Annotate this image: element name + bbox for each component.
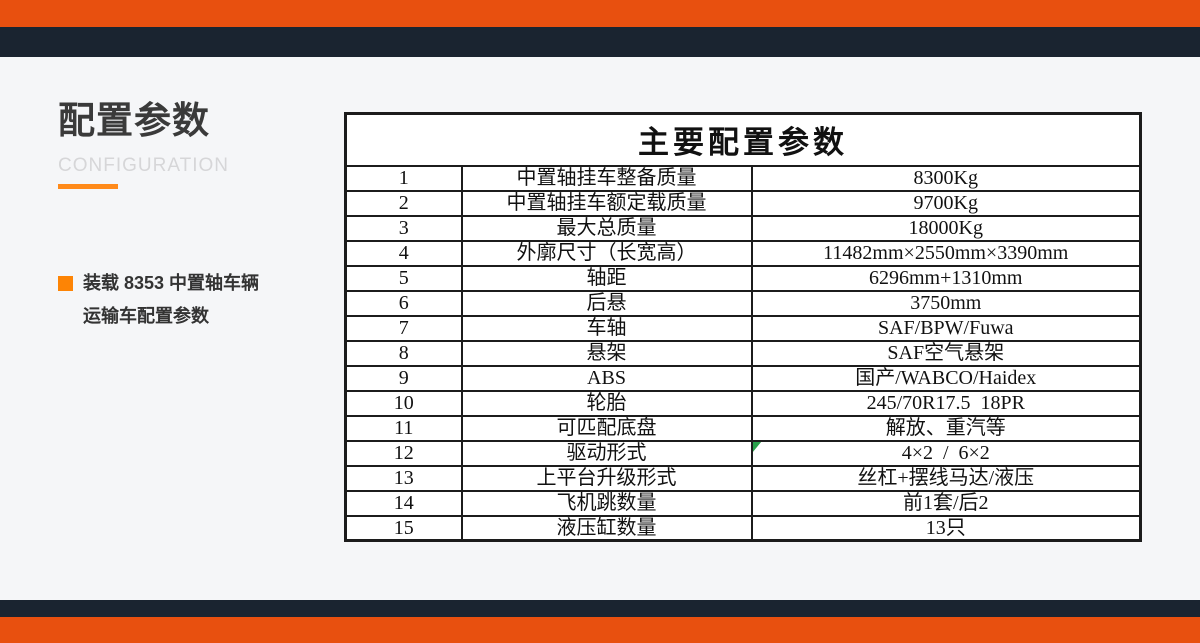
section-heading: 配置参数 CONFIGURATION (58, 102, 229, 189)
table-row: 2 中置轴挂车额定载质量 9700Kg (344, 189, 1142, 217)
param-name-cell: 后悬 (460, 289, 753, 317)
param-value-cell: 18000Kg (750, 214, 1142, 242)
param-value-cell: 国产/WABCO/Haidex (750, 364, 1142, 392)
table-row: 13 上平台升级形式 丝杠+摆线马达/液压 (344, 464, 1142, 492)
table-row: 9 ABS 国产/WABCO/Haidex (344, 364, 1142, 392)
row-no-cell: 12 (344, 439, 463, 467)
param-value-cell: 解放、重汽等 (750, 414, 1142, 442)
bullet-square-icon (58, 276, 73, 291)
row-no-cell: 15 (344, 514, 463, 542)
param-name-cell: ABS (460, 364, 753, 392)
table-row: 7 车轴 SAF/BPW/Fuwa (344, 314, 1142, 342)
row-no-cell: 13 (344, 464, 463, 492)
table-row: 11 可匹配底盘 解放、重汽等 (344, 414, 1142, 442)
page-subtitle: CONFIGURATION (58, 155, 229, 176)
param-value-text: 4×2 / 6×2 (901, 442, 990, 464)
bottom-orange-band (0, 617, 1200, 643)
param-value-cell: 245/70R17.5 18PR (750, 389, 1142, 417)
side-note-line-2: 运输车配置参数 (83, 306, 209, 326)
table-row: 12 驱动形式 4×2 / 6×2 (344, 439, 1142, 467)
param-name-cell: 轴距 (460, 264, 753, 292)
param-name-cell: 外廓尺寸（长宽高） (460, 239, 753, 267)
param-name-cell: 中置轴挂车额定载质量 (460, 189, 753, 217)
table-title: 主要配置参数 (344, 112, 1142, 167)
table-header-row: 主要配置参数 (344, 112, 1142, 167)
row-no-cell: 6 (344, 289, 463, 317)
param-name-cell: 上平台升级形式 (460, 464, 753, 492)
param-value-cell: 6296mm+1310mm (750, 264, 1142, 292)
accent-underline (58, 184, 118, 189)
table-row: 1 中置轴挂车整备质量 8300Kg (344, 164, 1142, 192)
param-name-cell: 液压缸数量 (460, 514, 753, 542)
param-name-cell: 最大总质量 (460, 214, 753, 242)
row-no-cell: 10 (344, 389, 463, 417)
row-no-cell: 7 (344, 314, 463, 342)
param-value-cell: 3750mm (750, 289, 1142, 317)
param-value-cell: 9700Kg (750, 189, 1142, 217)
param-value-cell: 8300Kg (750, 164, 1142, 192)
table-row: 14 飞机跳数量 前1套/后2 (344, 489, 1142, 517)
row-no-cell: 2 (344, 189, 463, 217)
param-name-cell: 飞机跳数量 (460, 489, 753, 517)
table-row: 4 外廓尺寸（长宽高） 11482mm×2550mm×3390mm (344, 239, 1142, 267)
bottom-navy-band (0, 600, 1200, 617)
row-no-cell: 3 (344, 214, 463, 242)
table-row: 10 轮胎 245/70R17.5 18PR (344, 389, 1142, 417)
row-no-cell: 4 (344, 239, 463, 267)
spec-table: 主要配置参数 1 中置轴挂车整备质量 8300Kg 2 中置轴挂车额定载质量 9… (344, 112, 1142, 542)
row-no-cell: 1 (344, 164, 463, 192)
param-value-cell: 13只 (750, 514, 1142, 542)
param-name-cell: 轮胎 (460, 389, 753, 417)
excel-green-corner-marker-icon (753, 442, 762, 453)
row-no-cell: 8 (344, 339, 463, 367)
param-value-cell: SAF空气悬架 (750, 339, 1142, 367)
table-row: 6 后悬 3750mm (344, 289, 1142, 317)
page-title: 配置参数 (58, 100, 210, 141)
table-row: 3 最大总质量 18000Kg (344, 214, 1142, 242)
row-no-cell: 14 (344, 489, 463, 517)
side-note-line-1: 装载 8353 中置轴车辆 (83, 273, 260, 293)
table-row: 5 轴距 6296mm+1310mm (344, 264, 1142, 292)
row-no-cell: 9 (344, 364, 463, 392)
side-note-text: 装载 8353 中置轴车辆 运输车配置参数 (83, 267, 259, 333)
param-name-cell: 车轴 (460, 314, 753, 342)
table-row: 8 悬架 SAF空气悬架 (344, 339, 1142, 367)
param-value-cell: 11482mm×2550mm×3390mm (750, 239, 1142, 267)
side-note: 装载 8353 中置轴车辆 运输车配置参数 (58, 267, 259, 333)
param-value-cell: 前1套/后2 (750, 489, 1142, 517)
param-value-cell: SAF/BPW/Fuwa (750, 314, 1142, 342)
row-no-cell: 5 (344, 264, 463, 292)
content-area: 配置参数 CONFIGURATION 装载 8353 中置轴车辆 运输车配置参数… (0, 57, 1200, 600)
param-name-cell: 中置轴挂车整备质量 (460, 164, 753, 192)
param-value-cell: 丝杠+摆线马达/液压 (750, 464, 1142, 492)
param-name-cell: 可匹配底盘 (460, 414, 753, 442)
table-row: 15 液压缸数量 13只 (344, 514, 1142, 542)
row-no-cell: 11 (344, 414, 463, 442)
param-name-cell: 悬架 (460, 339, 753, 367)
param-value-cell: 4×2 / 6×2 (750, 439, 1142, 467)
top-navy-band (0, 27, 1200, 57)
top-orange-band (0, 0, 1200, 27)
param-name-cell: 驱动形式 (460, 439, 753, 467)
